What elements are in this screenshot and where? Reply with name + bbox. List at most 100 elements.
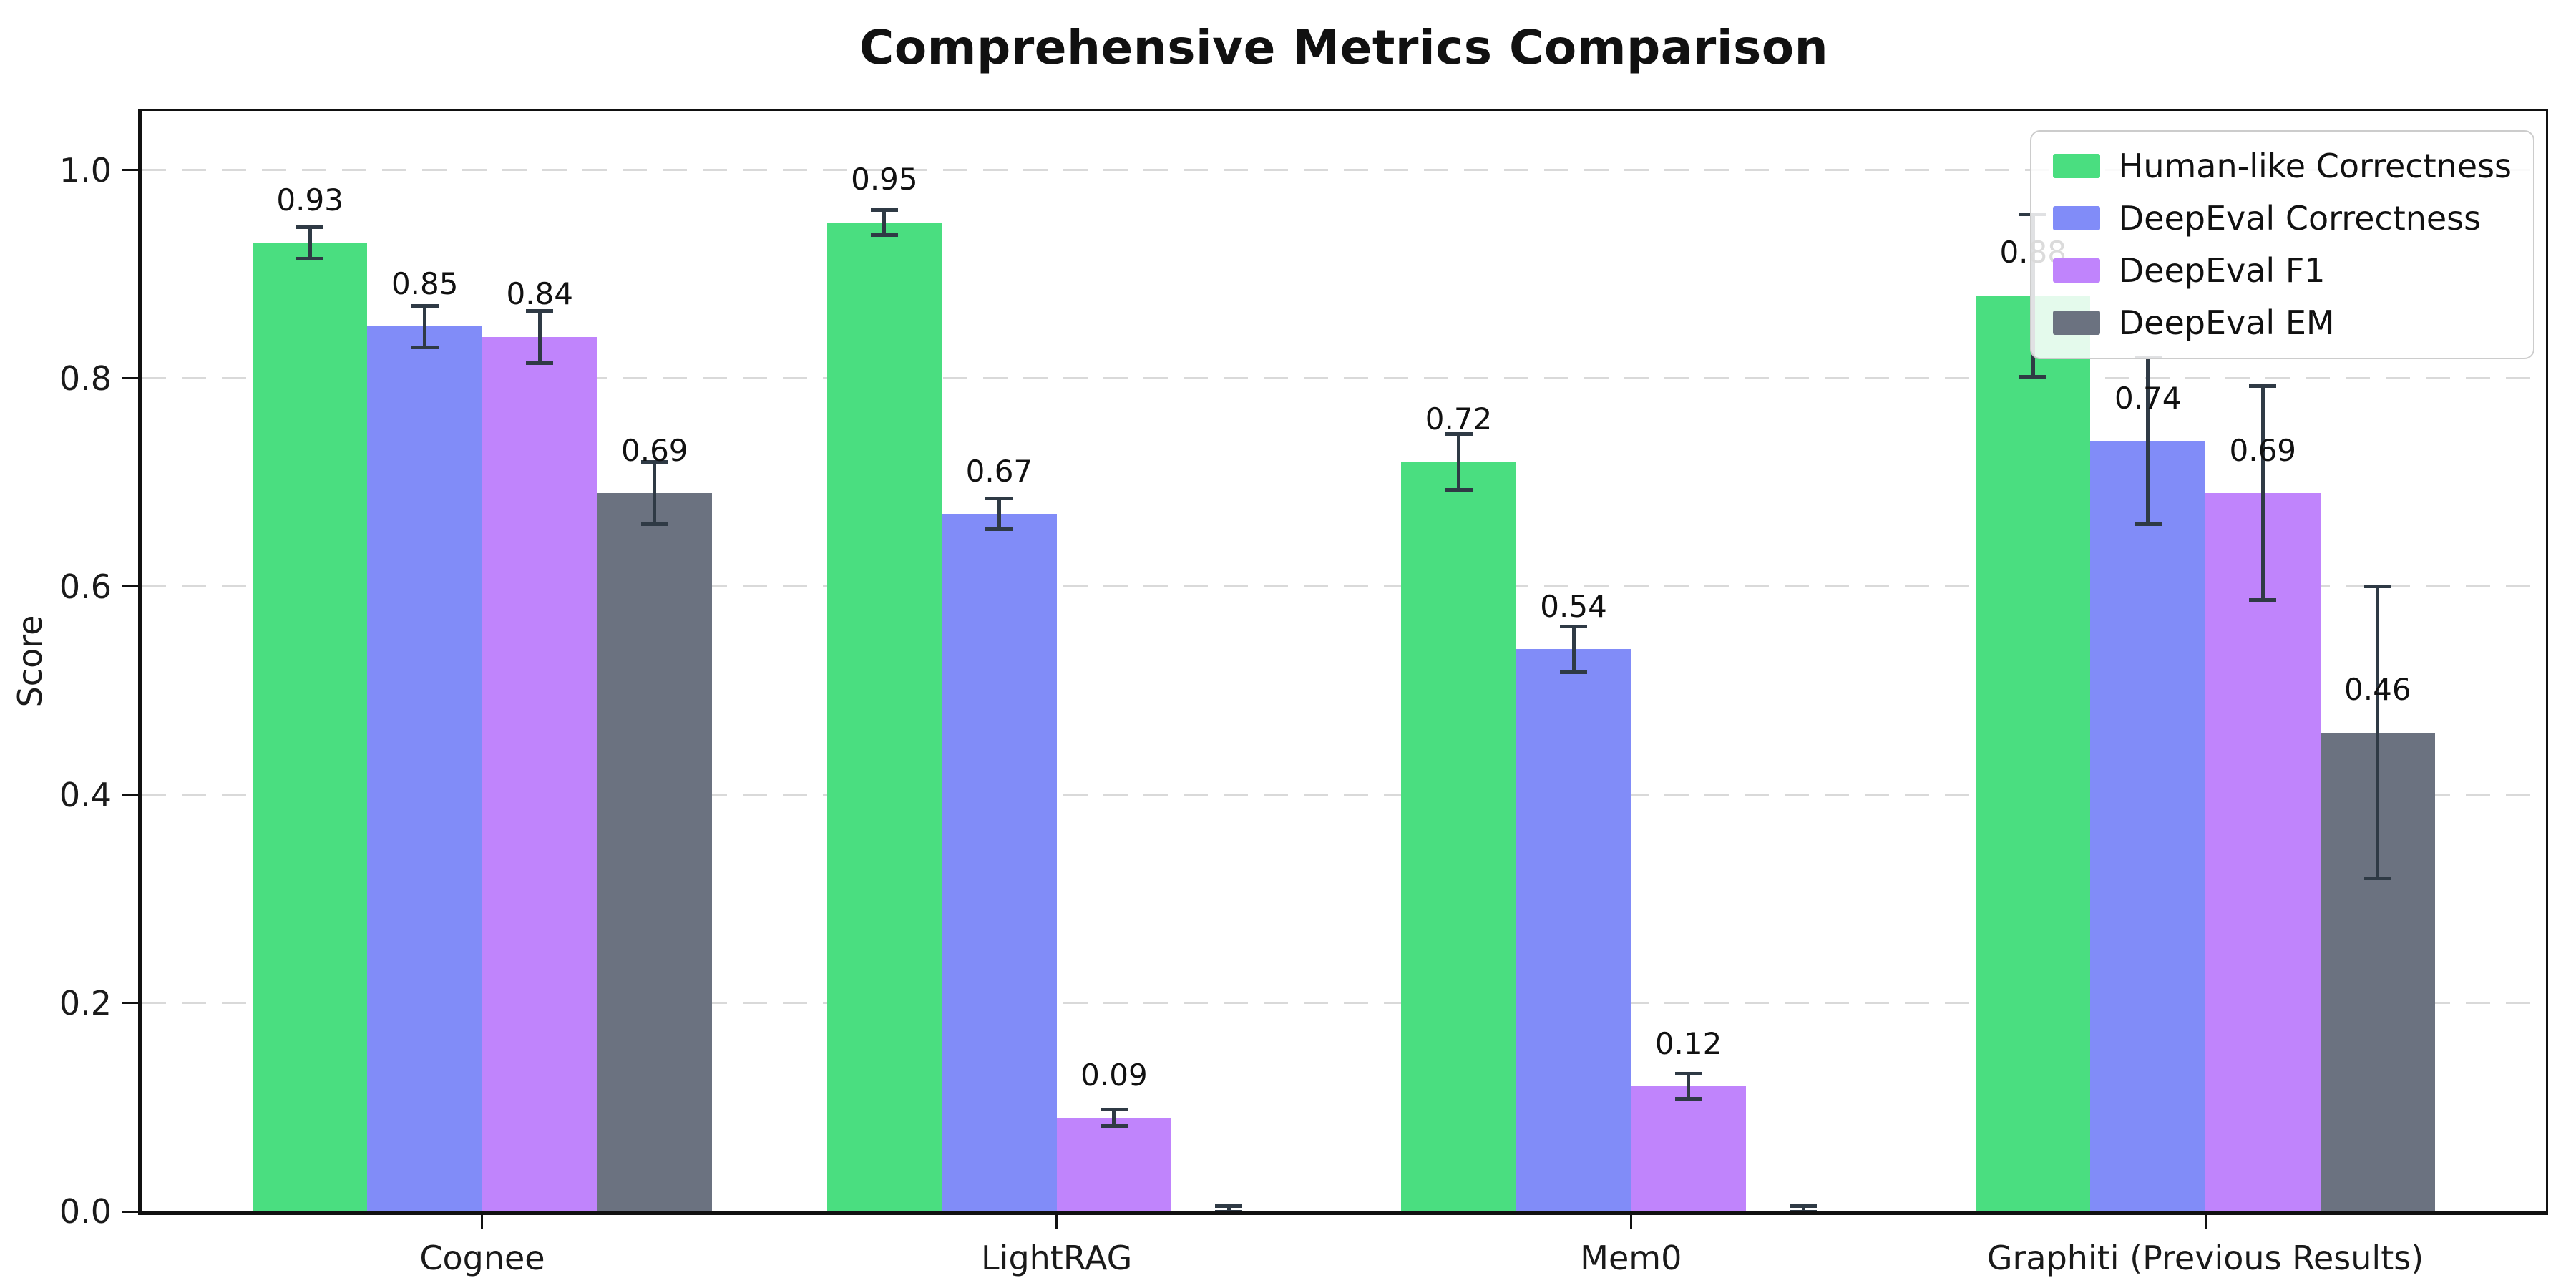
legend-label: Human-like Correctness <box>2118 147 2512 185</box>
error-bar-cap <box>2363 585 2391 589</box>
bar-human-like-correctness-lightrag <box>826 222 942 1211</box>
gridline-1 <box>142 169 2546 172</box>
legend-item-human-like-correctness: Human-like Correctness <box>2052 147 2512 185</box>
bar-value-label: 0.09 <box>1080 1057 1148 1093</box>
error-bar-cap <box>1560 624 1588 628</box>
y-tick-mark <box>122 585 138 588</box>
legend-label: DeepEval F1 <box>2118 250 2326 290</box>
x-tick-mark <box>481 1215 484 1229</box>
legend-swatch-deepeval-f1 <box>2052 258 2100 283</box>
bar-value-label: 0.72 <box>1425 401 1493 436</box>
y-tick-label: 0.8 <box>59 358 112 398</box>
error-bar-cap <box>2249 598 2277 602</box>
bar-deepeval-f1-graphiti-previous-results <box>2205 493 2321 1211</box>
bar-value-label: 0.95 <box>851 162 918 197</box>
legend-label: DeepEval Correctness <box>2118 198 2482 238</box>
bar-value-label: 0.85 <box>391 265 459 301</box>
error-bar-cap <box>985 527 1013 532</box>
legend-label: DeepEval EM <box>2118 303 2335 342</box>
error-bar-cap <box>985 496 1013 500</box>
bar-value-label: 0.74 <box>2114 380 2182 416</box>
y-tick-label: 0.2 <box>59 983 112 1023</box>
x-tick-label-lightrag: LightRAG <box>981 1239 1133 1277</box>
y-tick-label: 1.0 <box>59 150 112 190</box>
bar-deepeval-f1-mem0 <box>1631 1086 1746 1211</box>
error-bar-cap <box>1674 1097 1702 1101</box>
error-bar-line <box>1112 1109 1116 1126</box>
x-tick-label-mem0: Mem0 <box>1580 1239 1682 1277</box>
error-bar-line <box>653 462 657 525</box>
bar-deepeval-correctness-lightrag <box>942 514 1057 1211</box>
error-bar-cap <box>640 459 668 464</box>
error-bar-line <box>1571 626 1576 673</box>
gridline-0.6 <box>142 585 2546 588</box>
legend-swatch-human-like-correctness <box>2052 154 2100 179</box>
y-tick-mark <box>122 1210 138 1213</box>
bar-value-label: 0.69 <box>621 432 688 468</box>
legend-swatch-deepeval-em <box>2052 311 2100 336</box>
bar-value-label: 0.46 <box>2344 672 2411 708</box>
error-bar-cap <box>1445 431 1473 436</box>
y-tick-mark <box>122 1002 138 1005</box>
y-tick-label: 0.6 <box>59 567 112 606</box>
error-bar-cap <box>526 308 554 313</box>
y-tick-label: 0.0 <box>59 1192 112 1231</box>
bar-deepeval-f1-cognee <box>482 336 597 1211</box>
bar-deepeval-correctness-graphiti-previous-results <box>2090 441 2205 1211</box>
gridline-0.8 <box>142 377 2546 380</box>
bar-value-label: 0.69 <box>2229 432 2297 468</box>
x-tick-mark <box>1055 1215 1058 1229</box>
bar-value-label: 0.54 <box>1540 588 1607 624</box>
y-tick-mark <box>122 169 138 172</box>
bar-human-like-correctness-graphiti-previous-results <box>1975 295 2091 1211</box>
error-bar-line <box>882 210 887 235</box>
bar-value-label: 0.93 <box>276 182 343 218</box>
legend-item-deepeval-f1: DeepEval F1 <box>2052 250 2512 290</box>
gridline-0.4 <box>142 794 2546 796</box>
error-bar-cap <box>296 257 324 261</box>
left-spine <box>138 111 142 1215</box>
top-spine <box>138 109 2548 111</box>
error-bar-cap <box>411 345 439 349</box>
error-bar-cap <box>2134 522 2162 527</box>
error-bar-line <box>997 498 1001 530</box>
error-bar-cap <box>1674 1072 1702 1076</box>
bottom-spine <box>138 1211 2548 1215</box>
error-bar-cap <box>2363 876 2391 880</box>
y-tick-mark <box>122 794 138 796</box>
error-bar-cap <box>1215 1204 1243 1209</box>
bar-deepeval-correctness-cognee <box>367 326 482 1211</box>
error-bar-cap <box>526 361 554 365</box>
x-tick-label-cognee: Cognee <box>419 1239 545 1277</box>
bar-human-like-correctness-cognee <box>252 243 368 1211</box>
error-bar-line <box>537 311 542 364</box>
error-bar-cap <box>411 303 439 308</box>
error-bar-cap <box>1445 488 1473 492</box>
error-bar-line <box>2376 586 2380 879</box>
bar-deepeval-correctness-mem0 <box>1516 649 1631 1211</box>
bar-value-label: 0.84 <box>506 276 573 312</box>
error-bar-cap <box>2249 384 2277 388</box>
error-bar-cap <box>2019 374 2047 379</box>
legend-swatch-deepeval-correctness <box>2052 206 2100 231</box>
right-spine <box>2546 111 2548 1215</box>
error-bar-line <box>308 227 312 259</box>
error-bar-line <box>2260 386 2265 600</box>
error-bar-line <box>423 306 427 348</box>
legend: Human-like Correctness DeepEval Correctne… <box>2029 130 2534 359</box>
error-bar-cap <box>640 522 668 527</box>
error-bar-cap <box>870 233 898 237</box>
error-bar-cap <box>870 208 898 212</box>
x-tick-label-graphiti-previous-results: Graphiti (Previous Results) <box>1986 1239 2424 1277</box>
bar-deepeval-em-cognee <box>597 493 713 1211</box>
y-tick-label: 0.4 <box>59 775 112 814</box>
x-tick-mark <box>1629 1215 1632 1229</box>
bar-value-label: 0.12 <box>1654 1026 1722 1062</box>
error-bar-line <box>1457 434 1461 490</box>
error-bar-line <box>2146 357 2150 525</box>
